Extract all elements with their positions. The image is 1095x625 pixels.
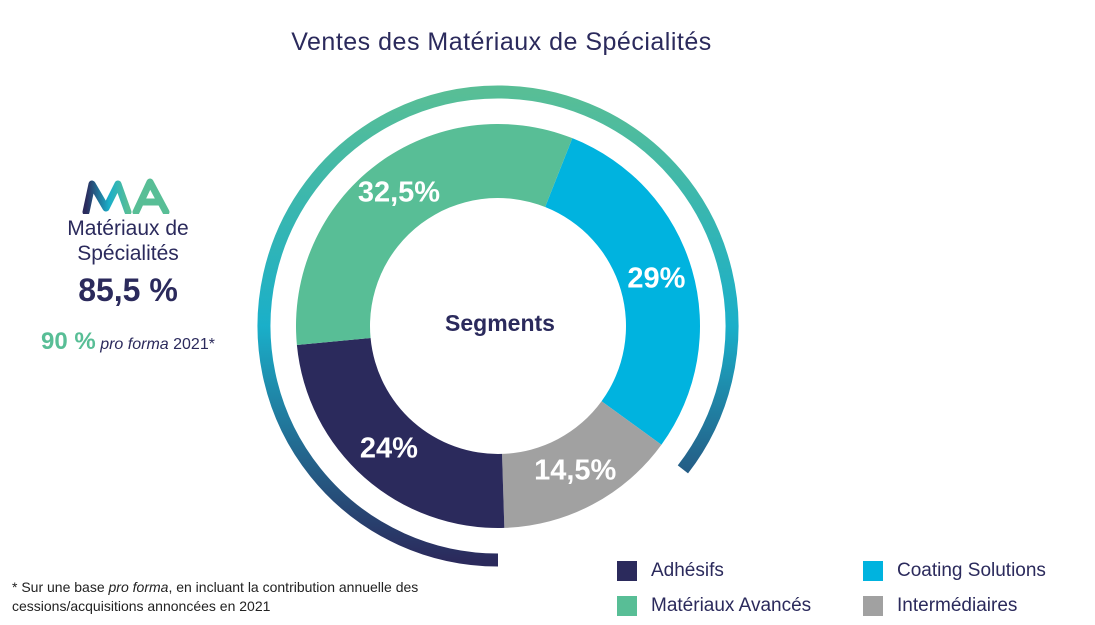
slice-label-materiaux-avances: 32,5%: [358, 177, 440, 209]
proforma-italic: pro forma: [100, 336, 169, 353]
legend-label: Intermédiaires: [897, 595, 1018, 616]
legend-label: Adhésifs: [651, 560, 724, 581]
slice-intermediaires: [502, 401, 662, 528]
legend-swatch-intermediaires: [863, 596, 883, 616]
proforma-value: 90 %: [41, 328, 96, 355]
slice-adhesifs: [296, 338, 505, 528]
footnote-italic: pro forma: [108, 579, 169, 595]
legend-item-coating-solutions: Coating Solutions: [863, 560, 1046, 582]
slice-label-coating-solutions: 29%: [627, 263, 685, 295]
legend-item-adhesifs: Adhésifs: [617, 560, 724, 582]
slice-label-intermediaires: 14,5%: [534, 454, 616, 486]
legend-swatch-materiaux-avances: [617, 596, 637, 616]
legend-item-materiaux-avances: Matériaux Avancés: [617, 595, 811, 617]
center-label: Segments: [445, 310, 555, 336]
specialty-name: Matériaux de Spécialités: [67, 217, 189, 265]
footnote-suffix: , en incluant la contribution annuelle d…: [12, 579, 419, 614]
footnote-prefix: * Sur une base: [12, 579, 109, 595]
legend-swatch-coating-solutions: [863, 561, 883, 581]
specialty-share-value: 85,5 %: [78, 272, 178, 308]
legend-label: Coating Solutions: [897, 560, 1046, 581]
specialty-summary-panel: Matériaux de Spécialités 85,5 % 90 % pro…: [30, 178, 226, 356]
proforma-note: 90 % pro forma 2021*: [30, 328, 226, 356]
legend-label: Matériaux Avancés: [651, 595, 812, 616]
ma-logo: [82, 178, 170, 214]
proforma-year: 2021*: [173, 336, 215, 353]
specialty-share-ring: [257, 85, 739, 567]
footnote: * Sur une base pro forma, en incluant la…: [12, 578, 432, 616]
chart-title: Ventes des Matériaux de Spécialités: [291, 28, 712, 56]
slice-materiaux-avances: [295, 123, 573, 346]
legend-swatch-adhesifs: [617, 561, 637, 581]
slice-coating-solutions: [545, 138, 701, 445]
slice-label-adhesifs: 24%: [360, 432, 418, 464]
legend-item-intermediaires: Intermédiaires: [863, 595, 1017, 617]
